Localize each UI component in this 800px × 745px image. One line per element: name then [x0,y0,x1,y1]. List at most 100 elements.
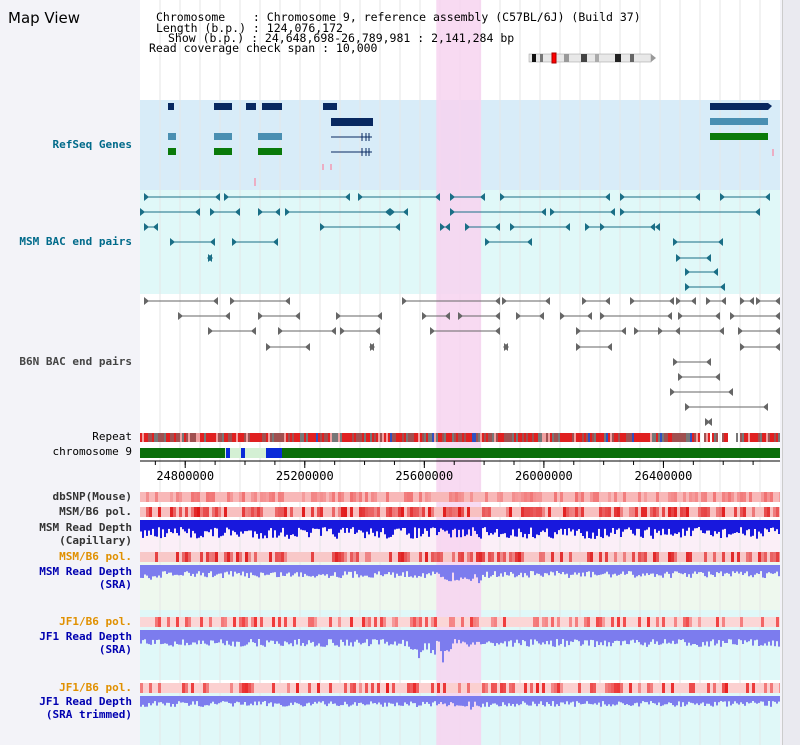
heat-cell [545,617,548,627]
msm-bac-end-pairs[interactable] [140,193,770,291]
gene-feature[interactable] [214,103,232,110]
heat-cell [227,492,230,502]
depth-bar [770,565,772,574]
gene-feature[interactable] [168,103,174,110]
repeat-segment [344,433,346,442]
depth-bar [284,696,286,707]
repeat-segment [444,433,446,442]
heat-cell [671,552,674,562]
refseq-transcripts-green[interactable] [168,133,768,155]
jf1-depth-sra-track[interactable] [140,630,780,663]
jf1-depth-trimmed-track[interactable] [140,696,780,710]
depth-bar [204,630,206,644]
depth-bar [742,565,744,575]
depth-bar [670,565,672,578]
depth-bar [576,565,578,575]
gene-feature[interactable] [246,103,256,110]
depth-bar [284,565,286,576]
bac-end [331,327,336,335]
chromosome-ideogram[interactable] [528,52,656,64]
heat-cell [527,492,530,502]
heat-cell [173,507,176,517]
depth-bar [548,520,550,537]
gene-feature[interactable] [710,103,768,110]
jf1-pol-track-2[interactable] [140,683,780,693]
dbsnp-track[interactable] [140,492,780,502]
bac-end [669,297,674,305]
bac-end [749,297,754,305]
heat-cell [368,507,371,517]
bac-end [195,208,200,216]
refseq-transcripts-teal[interactable] [168,118,768,140]
depth-bar [406,696,408,705]
depth-bar [456,565,458,580]
heat-cell [425,492,428,502]
heat-cell [365,507,368,517]
repeat-segment [348,433,350,442]
heat-cell [533,492,536,502]
repeat-segment [478,433,480,442]
depth-bar [506,520,508,538]
depth-bar [212,696,214,702]
depth-bar [288,520,290,539]
repeat-segment [524,433,526,442]
depth-bar [438,630,440,642]
msm-pol-track-1[interactable] [140,507,780,517]
depth-bar [600,520,602,537]
heat-cell [179,507,182,517]
depth-bar [724,565,726,574]
bac-end [755,208,760,216]
depth-bar [176,565,178,575]
depth-bar [144,696,146,707]
genome-map-canvas[interactable]: 24800000 25200000 25600000 26000000 26400000 [140,0,780,745]
heat-cell [764,552,767,562]
depth-bar [526,520,528,539]
refseq-gene-track[interactable] [168,103,772,126]
depth-bar [256,696,258,706]
depth-bar [278,630,280,644]
heat-cell [431,552,434,562]
depth-bar [166,520,168,534]
repeat-segment [334,433,336,442]
msm-pol-track-2[interactable] [140,552,780,562]
heat-cell [656,552,659,562]
repeat-segment [684,433,686,442]
depth-bar [240,520,242,532]
depth-bar [580,565,582,577]
depth-bar [152,520,154,529]
heat-cell [536,617,539,627]
repeat-track[interactable] [140,433,780,442]
b6n-bac-end-pairs[interactable] [144,297,780,426]
gene-feature[interactable] [331,118,373,126]
heat-cell [500,552,503,562]
repeat-segment [170,433,172,442]
heat-cell [638,492,641,502]
depth-bar [516,520,518,537]
heat-cell [158,507,161,517]
bac-end [763,403,768,411]
jf1-pol-track-1[interactable] [140,617,780,627]
chromosome-bar[interactable] [140,448,780,458]
depth-bar [734,696,736,702]
heat-cell [176,617,179,627]
heat-cell [500,492,503,502]
msm-depth-capillary-track[interactable] [140,520,780,539]
depth-bar [242,696,244,705]
depth-bar [662,520,664,529]
repeat-segment [416,433,418,442]
genome-map-panel[interactable]: 24800000 25200000 25600000 26000000 26400000… [140,0,780,745]
heat-cell [722,617,725,627]
depth-bar [444,696,446,704]
gene-feature[interactable] [262,103,282,110]
depth-bar [626,630,628,644]
depth-bar [292,696,294,705]
depth-bar [384,696,386,703]
depth-bar [280,565,282,573]
vertical-scrollbar[interactable] [782,0,800,745]
depth-bar [498,696,500,707]
msm-depth-sra-track[interactable] [140,565,780,584]
gene-feature[interactable] [323,103,337,110]
depth-bar [320,520,322,536]
depth-bar [196,520,198,539]
bac-end [430,327,435,335]
